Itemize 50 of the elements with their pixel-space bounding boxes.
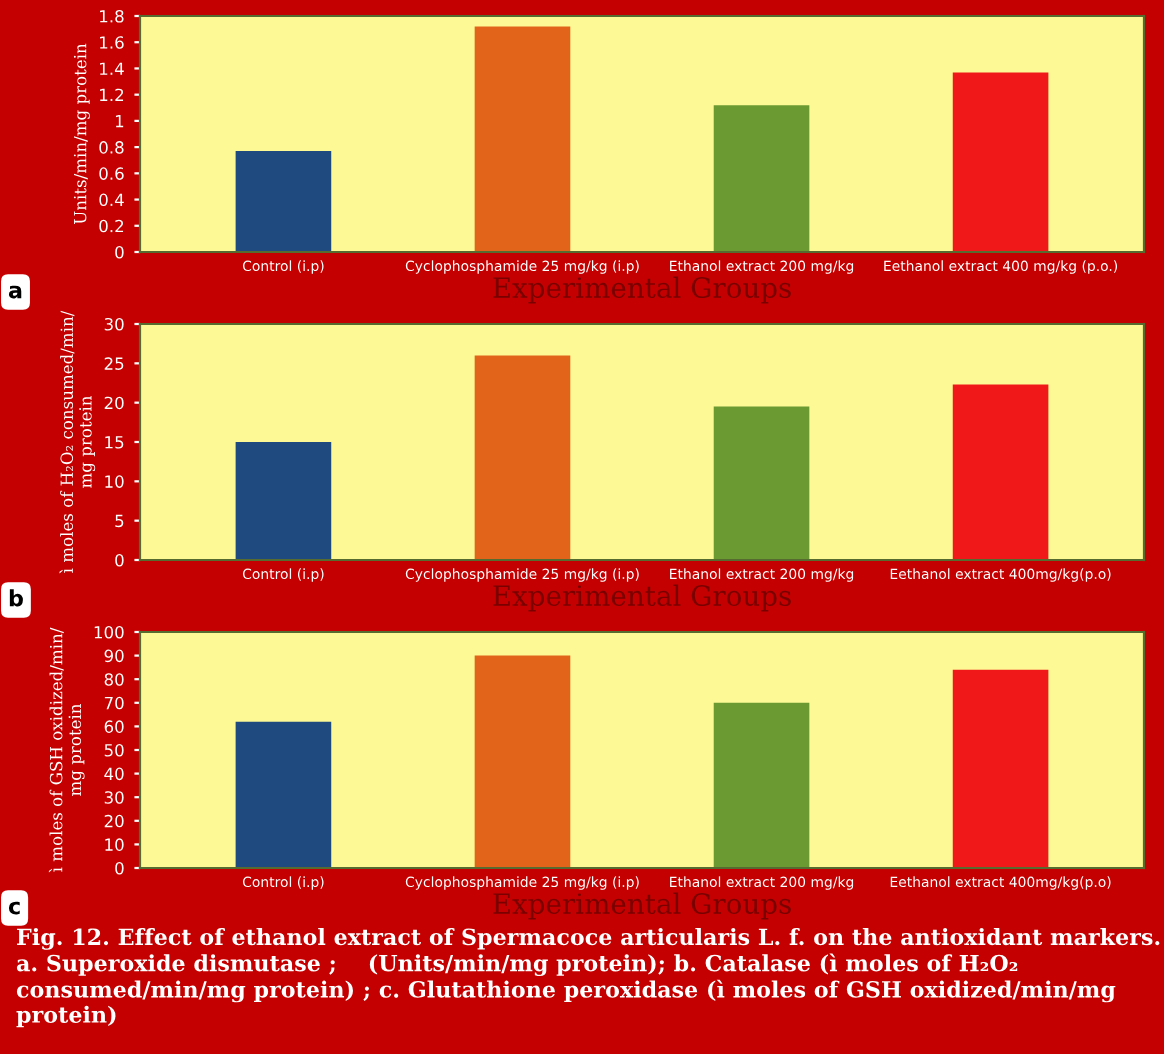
y-tick-label: 40	[104, 767, 124, 781]
text: a	[8, 285, 22, 299]
x-axis-title: Experimental Groups	[493, 892, 791, 920]
y-tick-label: 1	[115, 115, 124, 128]
y-tick-label: 5	[115, 514, 124, 528]
text: b	[9, 589, 23, 607]
y-tick-label: 50	[104, 743, 124, 757]
y-tick-label: 0	[115, 861, 124, 875]
y-tick-label: 0.2	[99, 219, 124, 233]
y-tick-label: 25	[104, 357, 124, 370]
y-tick-label: 0	[115, 245, 124, 259]
y-tick-label: 30	[104, 791, 124, 804]
y-tick-label: 1.6	[100, 36, 124, 49]
bar	[474, 26, 571, 252]
bar	[952, 669, 1049, 868]
bar	[474, 355, 571, 560]
bar	[713, 702, 810, 868]
y-tick-label: 10	[105, 475, 124, 488]
y-tick-label: 60	[104, 720, 124, 733]
y-tick-label: 10	[105, 838, 124, 851]
text: c	[8, 901, 20, 915]
y-tick-label: 15	[105, 436, 124, 449]
y-tick-label: 1.8	[100, 9, 124, 23]
bar	[235, 442, 332, 560]
bar	[474, 655, 571, 868]
y-tick-label: 1.2	[100, 88, 124, 101]
bar	[235, 721, 332, 868]
y-axis-title: ì moles of GSH oxidized/min/ mg protein	[48, 627, 85, 873]
bar	[713, 406, 810, 560]
y-tick-label: 20	[104, 814, 124, 828]
y-tick-label: 90	[104, 649, 124, 663]
bar	[952, 384, 1049, 560]
caption: Fig. 12. Effect of ethanol extract of Spermacoce articularis L. f. on the antioxidant markers. a. Superoxide dismutase ; (Units/min/mg protein); b. Catalase (ì moles of H₂O₂ consumed/min/mg protein) ; c. Glutathione peroxidase (ì moles of GSH oxidized/min/mg protein)	[16, 928, 1160, 1028]
y-tick-label: 80	[104, 673, 124, 686]
y-tick-label: 100	[94, 625, 124, 639]
y-axis-title: Units/min/mg protein	[73, 43, 90, 224]
y-tick-label: 20	[104, 396, 124, 410]
y-tick-label: 0.8	[99, 141, 124, 154]
bar	[235, 151, 332, 252]
y-tick-label: 30	[104, 317, 124, 331]
bar	[952, 72, 1049, 252]
y-tick-label: 0.6	[99, 167, 124, 180]
y-tick-label: 70	[104, 696, 124, 710]
y-tick-label: 0	[115, 553, 124, 567]
y-tick-label: 0.4	[99, 193, 124, 207]
y-tick-label: 1.4	[100, 62, 124, 75]
bar	[713, 105, 810, 252]
y-axis-title: ì moles of H₂O₂ consumed/min/ mg protein	[59, 310, 96, 574]
x-axis-title: Experimental Groups	[493, 276, 791, 304]
x-axis-title: Experimental Groups	[493, 584, 791, 612]
